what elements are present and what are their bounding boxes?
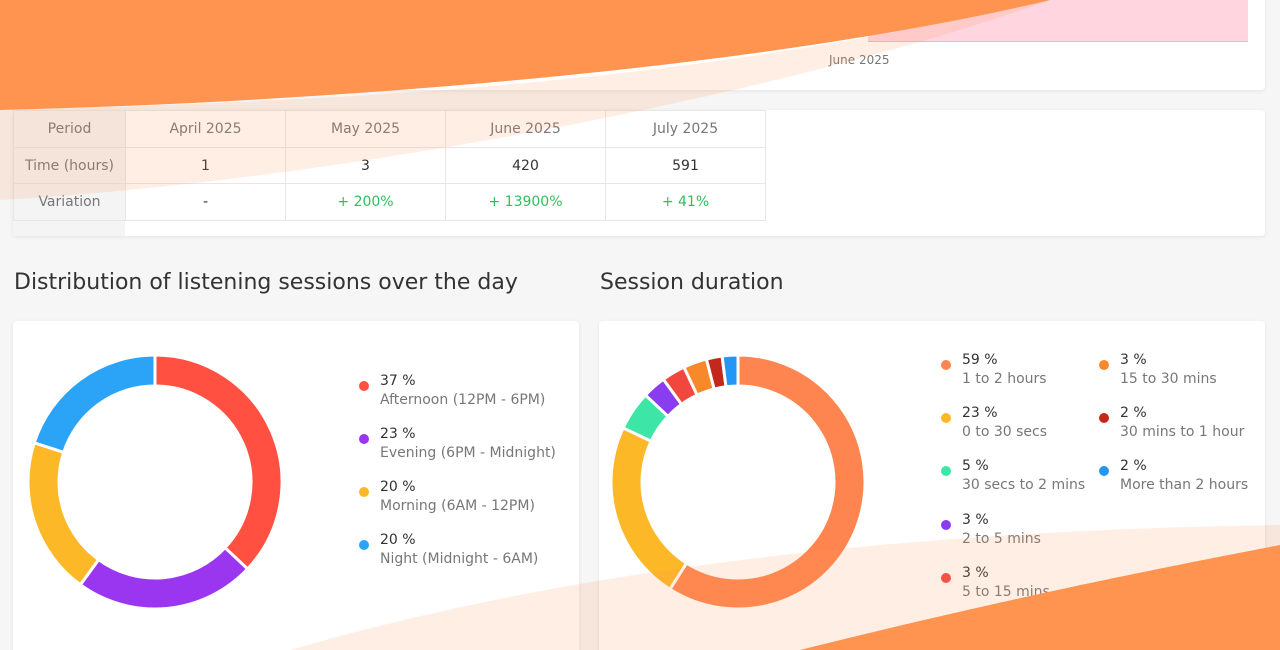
session-duration-title: Session duration [600,270,784,295]
session-duration-donut-chart [610,354,866,610]
legend-color-dot [359,381,369,391]
day-distribution-card: 37 % Afternoon (12PM - 6PM) 23 % Evening (6… [13,321,579,650]
time-chart-card: June 2025 [13,0,1265,90]
table-cell: - [125,183,286,221]
legend-color-dot [359,434,369,444]
day-distribution-donut-chart [27,354,283,610]
table-header-column-filler [13,221,125,236]
legend-color-dot [941,520,951,530]
legend-color-dot [941,413,951,423]
table-header-row: Period April 2025 May 2025 June 2025 Jul… [13,110,766,148]
row-header-time: Time (hours) [13,147,126,184]
column-header: June 2025 [445,110,606,148]
table-cell: 420 [445,147,606,184]
legend-label: 5 to 15 mins [962,584,1050,600]
column-header: May 2025 [285,110,446,148]
legend-percent: 23 % [380,426,416,442]
legend-color-dot [359,487,369,497]
table-row: Time (hours) 1 3 420 591 [13,147,766,184]
legend-percent: 3 % [962,565,989,581]
legend-percent: 20 % [380,479,416,495]
column-header: April 2025 [125,110,286,148]
legend-label: More than 2 hours [1120,477,1249,493]
legend-percent: 3 % [1120,352,1147,368]
listening-time-table-card: Period April 2025 May 2025 June 2025 Jul… [13,110,1265,236]
legend-percent: 5 % [962,458,989,474]
row-header-period: Period [13,110,126,148]
legend-color-dot [941,573,951,583]
time-chart-area [868,0,1248,42]
legend-color-dot [1099,466,1109,476]
legend-label: 2 to 5 mins [962,531,1041,547]
legend-percent: 37 % [380,373,416,389]
variation-cell: + 13900% [445,183,606,221]
donut-slice[interactable] [27,440,101,587]
legend-label: 0 to 30 secs [962,424,1048,440]
legend-color-dot [941,466,951,476]
legend-color-dot [1099,360,1109,370]
variation-cell: + 200% [285,183,446,221]
column-header: July 2025 [605,110,766,148]
legend-percent: 3 % [962,512,989,528]
legend-color-dot [941,360,951,370]
legend-label: Evening (6PM - Midnight) [380,445,556,461]
legend-label: 30 secs to 2 mins [962,477,1086,493]
donut-slice[interactable] [32,354,157,455]
legend-label: 1 to 2 hours [962,371,1047,387]
table-cell: 3 [285,147,446,184]
row-header-variation: Variation [13,183,126,221]
x-axis-tick-label: June 2025 [829,53,890,67]
legend-label: Afternoon (12PM - 6PM) [380,392,546,408]
legend-percent: 2 % [1120,405,1147,421]
legend-percent: 20 % [380,532,416,548]
legend-label: Night (Midnight - 6AM) [380,551,539,567]
legend-color-dot [1099,413,1109,423]
donut-slice[interactable] [610,425,689,592]
variation-cell: + 41% [605,183,766,221]
legend-label: 15 to 30 mins [1120,371,1217,387]
donut-slice[interactable] [720,354,740,389]
legend-color-dot [359,540,369,550]
legend-percent: 23 % [962,405,998,421]
legend-percent: 2 % [1120,458,1147,474]
table-cell: 1 [125,147,286,184]
table-row: Variation - + 200% + 13900% + 41% [13,183,766,221]
day-distribution-title: Distribution of listening sessions over … [14,270,518,295]
legend-percent: 59 % [962,352,998,368]
legend-label: 30 mins to 1 hour [1120,424,1245,440]
donut-slice[interactable] [153,354,283,572]
legend-label: Morning (6AM - 12PM) [380,498,535,514]
donut-slice[interactable] [78,545,250,610]
session-duration-card: 59 % 1 to 2 hours 23 % 0 to 30 secs 5 % 30 se… [599,321,1265,650]
listening-time-table: Period April 2025 May 2025 June 2025 Jul… [13,110,766,221]
table-cell: 591 [605,147,766,184]
